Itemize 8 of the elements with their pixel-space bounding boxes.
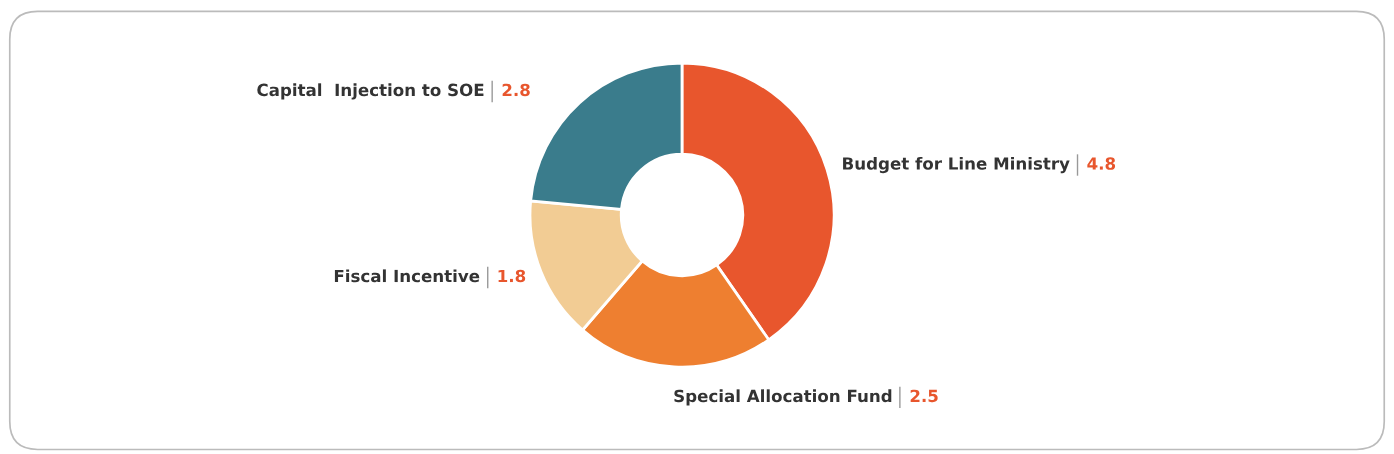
data-label: 1.8 xyxy=(498,269,526,283)
slice-label: Capital Injection to SOE xyxy=(257,83,484,100)
slice-label: Fiscal Incentive xyxy=(334,269,480,283)
data-label: 2.8 xyxy=(502,83,530,97)
data-label: 4.8 xyxy=(1087,157,1116,170)
data-label: 2.5 xyxy=(910,389,938,403)
slice-label: Budget for Line Ministry xyxy=(843,156,1070,174)
slice-label: Special Allocation Fund xyxy=(674,389,892,406)
